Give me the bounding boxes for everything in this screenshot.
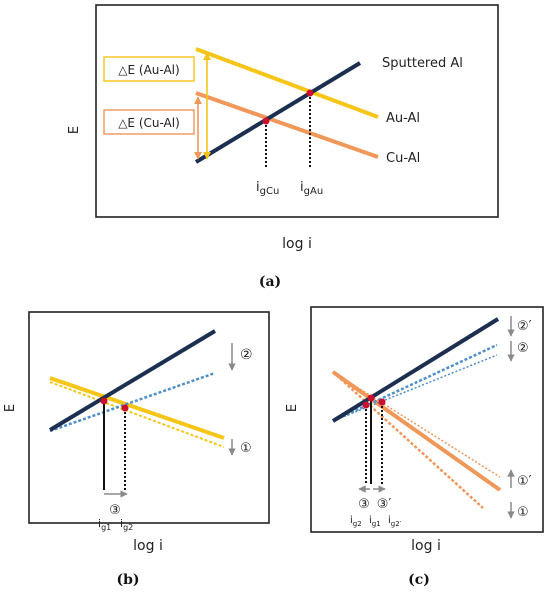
- delta-au-label: △E (Au-Al): [118, 63, 179, 77]
- panel-a-y-axis-label: E: [67, 126, 82, 134]
- panel-b-caption: (b): [116, 572, 139, 588]
- c-orange-line: [331, 370, 502, 492]
- label-sputtered-al: Sputtered Al: [382, 56, 463, 71]
- panel-c-frame: [310, 306, 544, 533]
- c-marker-2-prime: ②′: [517, 319, 532, 334]
- c-intersection-1: [362, 401, 370, 409]
- c-intersection-3: [378, 398, 386, 406]
- panel-b-frame: [28, 311, 270, 524]
- c-shift-marker-right: ③′: [377, 497, 392, 512]
- c-blue-thin-dotted-line: [332, 354, 498, 422]
- b-gold-dotted-line: [49, 381, 225, 448]
- c-shift-marker-left: ③: [358, 497, 370, 512]
- line-cu-al: [195, 91, 379, 159]
- panel-a: E log i △E (Au-Al) △E (Cu-Al) igCu igAu …: [67, 4, 499, 290]
- delta-cu-label: △E (Cu-Al): [118, 116, 180, 130]
- c-ig1-label: ig1: [369, 515, 381, 528]
- b-marker-1: ①: [240, 441, 252, 456]
- panel-c-x-axis-label: log i: [411, 538, 441, 554]
- b-ig1-label: ig1: [98, 517, 111, 532]
- c-intersection-2: [367, 394, 375, 402]
- c-ig2p-label: ig2′: [388, 515, 402, 528]
- intersection-au: [306, 89, 314, 97]
- c-navy-line: [331, 317, 500, 423]
- c-orange-dotted-line: [332, 371, 484, 509]
- panel-b-x-axis-label: log i: [133, 538, 163, 554]
- panel-b: E log i ③ ig1 ig2 ② ① (b): [3, 311, 270, 588]
- line-au-al: [195, 47, 379, 119]
- b-blue-dotted-line: [49, 371, 216, 433]
- panel-a-x-axis-label: log i: [282, 236, 312, 252]
- c-marker-1: ①: [517, 505, 529, 520]
- b-intersection-1: [100, 397, 108, 405]
- b-marker-2: ②: [240, 347, 253, 363]
- label-au-al: Au-Al: [386, 111, 420, 126]
- c-marker-1-prime: ①′: [517, 474, 532, 489]
- line-sputtered-al: [194, 61, 362, 164]
- b-intersection-2: [121, 404, 129, 412]
- intersection-cu: [262, 117, 270, 125]
- delta-au-box: [103, 56, 195, 82]
- c-ig2-label: ig2: [350, 515, 362, 528]
- label-cu-al: Cu-Al: [386, 151, 420, 166]
- igcu-label: igCu: [256, 180, 279, 197]
- c-blue-dotted-line: [332, 343, 498, 423]
- igau-label: igAu: [300, 180, 323, 197]
- panel-c-caption: (c): [408, 572, 430, 588]
- panel-a-caption: (a): [259, 274, 281, 290]
- delta-cu-box: [103, 109, 195, 135]
- b-ig2-label: ig2: [120, 517, 133, 532]
- panel-b-y-axis-label: E: [3, 404, 18, 412]
- b-shift-marker: ③: [109, 503, 121, 518]
- b-gold-line: [49, 376, 225, 440]
- panel-c-y-axis-label: E: [285, 404, 300, 412]
- c-marker-2: ②: [517, 341, 529, 356]
- panel-c: E log i ③ ③′ ig2 ig1 ig2′ ②′ ② ①′ ① (c): [285, 306, 544, 588]
- b-navy-line: [48, 329, 217, 432]
